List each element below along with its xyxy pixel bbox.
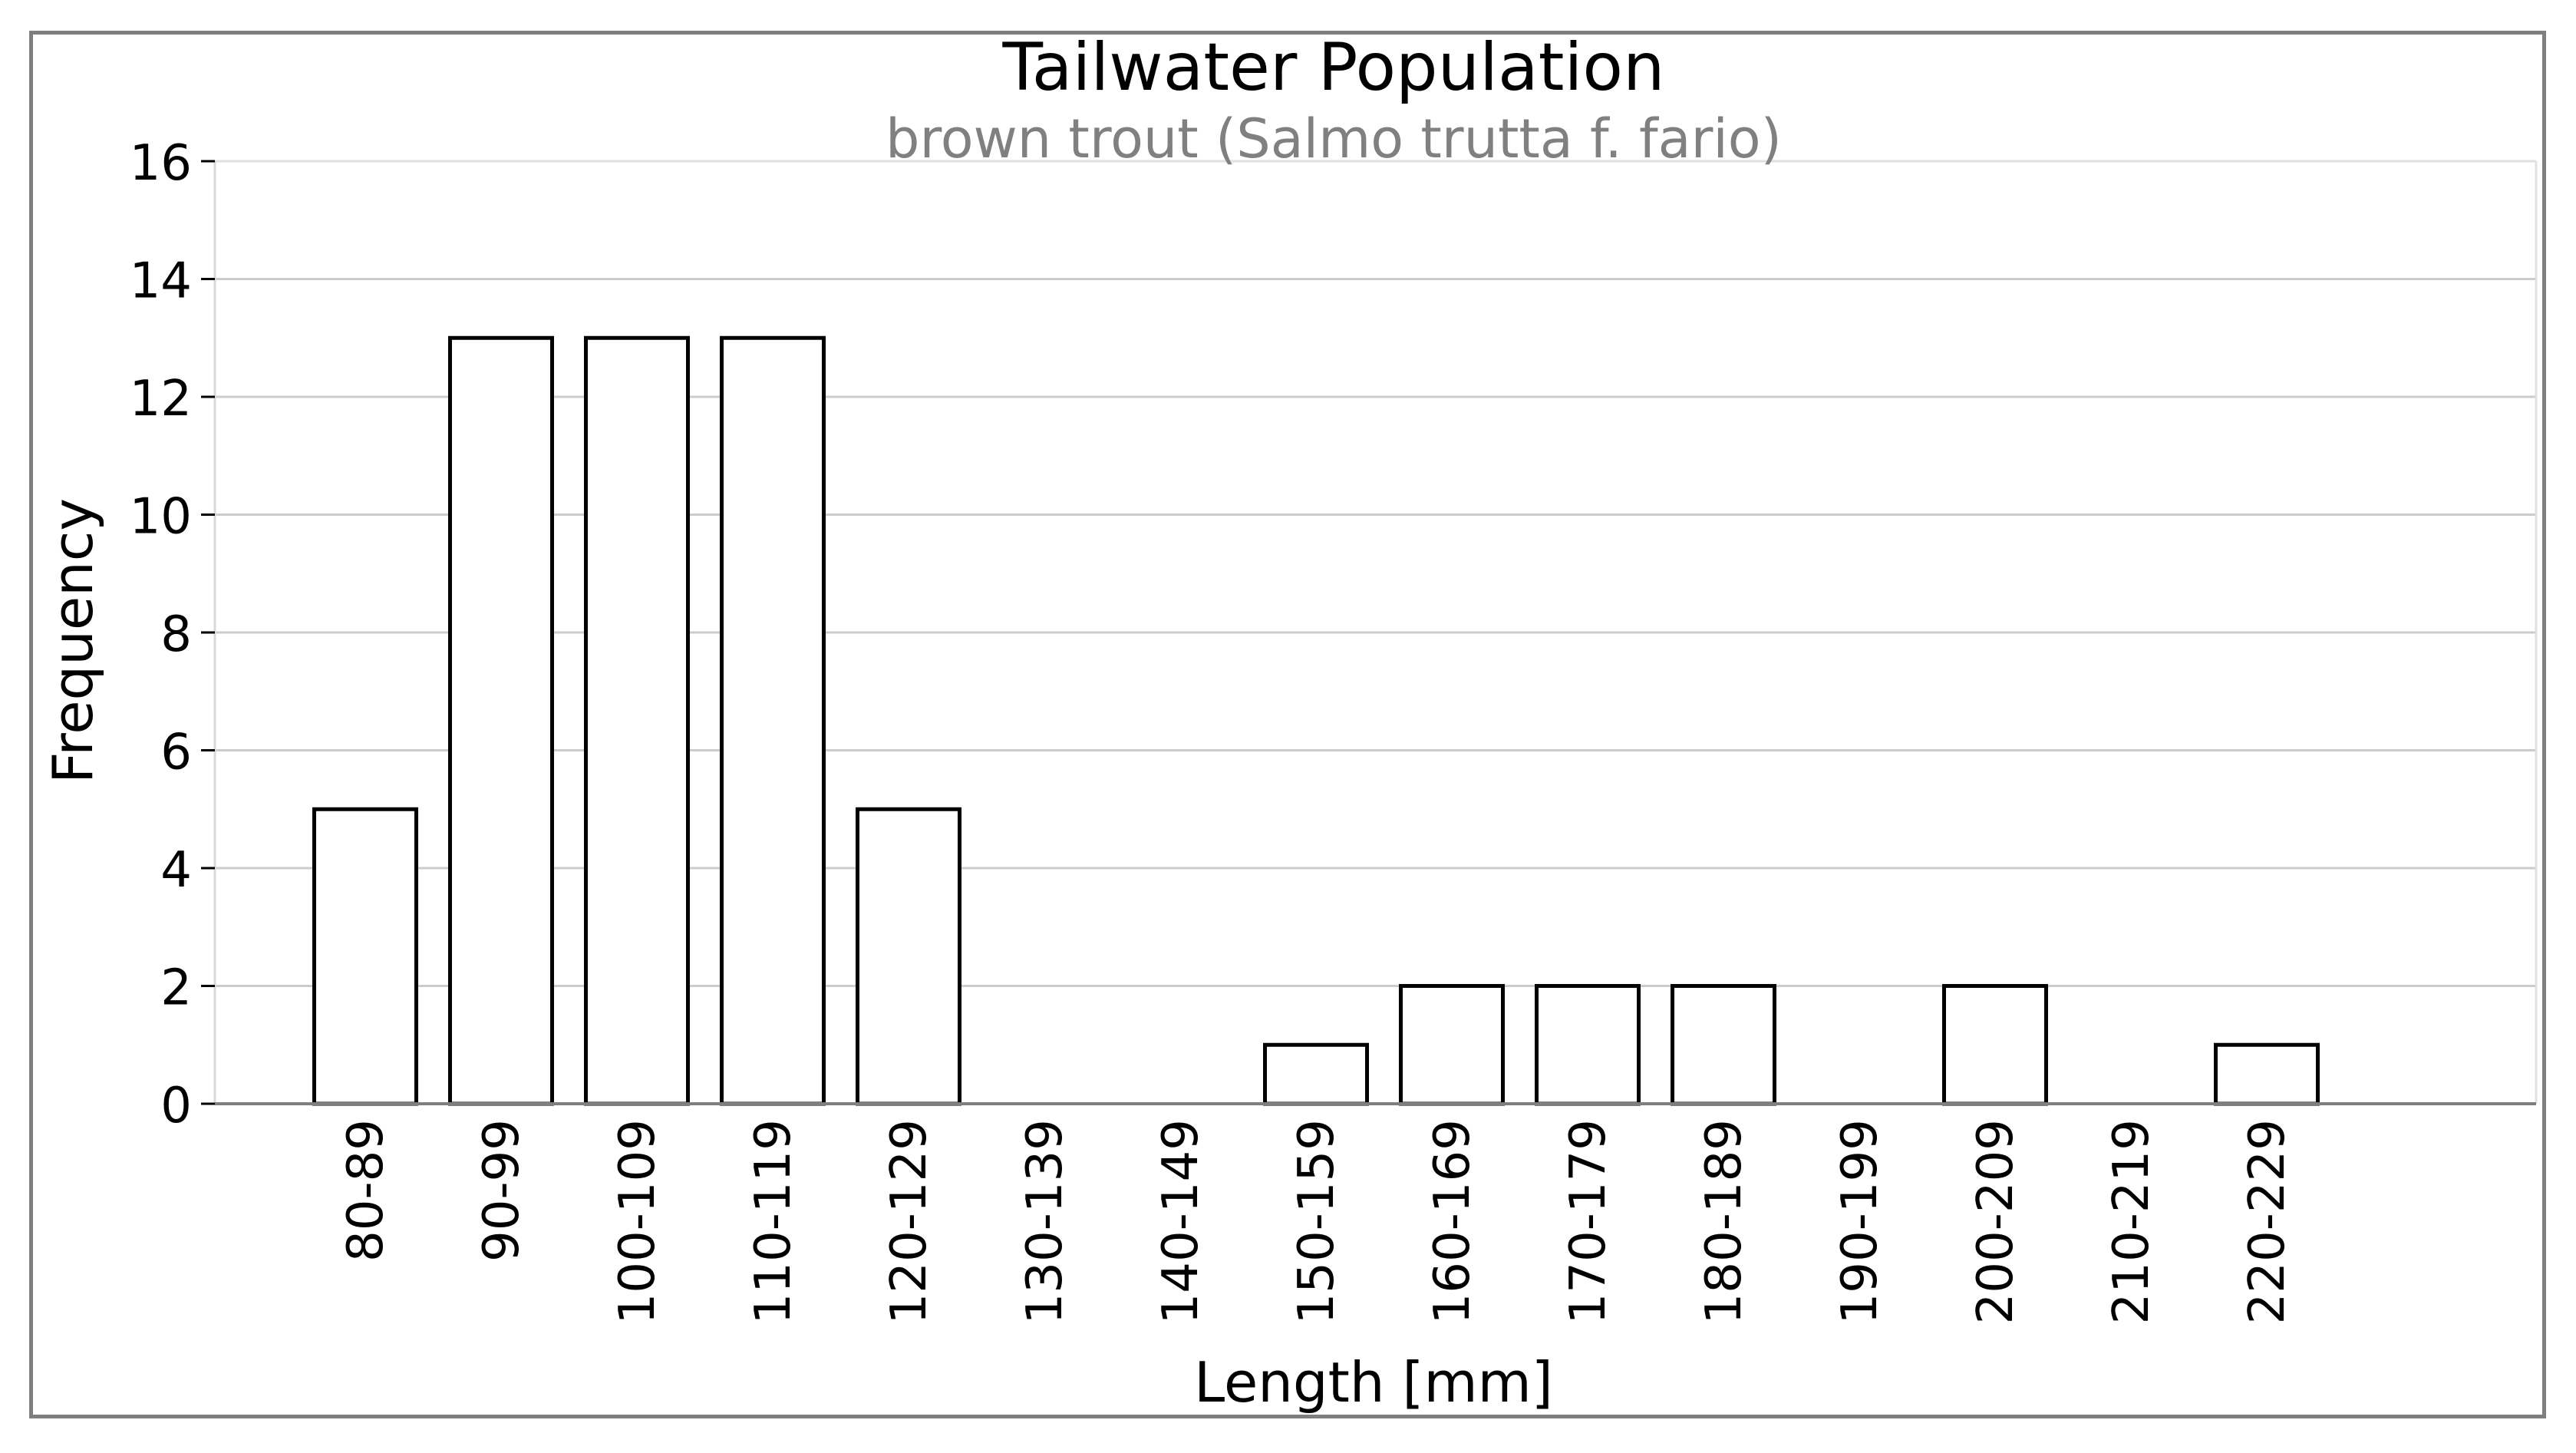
x-tick-label-180-189: 180-189 <box>1696 1119 1753 1324</box>
x-tick-label-200-209: 200-209 <box>1967 1119 2024 1324</box>
bar-90-99 <box>448 335 554 1106</box>
x-tick-labels: 80-89 90-99 100-109 110-119 120-129 130-139 14… <box>338 1119 2296 1324</box>
y-tick-label-10: 10 <box>130 489 192 546</box>
x-tick-label-170-179: 170-179 <box>1560 1119 1617 1324</box>
bar-150-159 <box>1263 1042 1369 1106</box>
y-tick-label-14: 14 <box>130 253 192 310</box>
bars <box>215 335 2536 1106</box>
grid-lines <box>215 160 2536 987</box>
y-tick-label-4: 4 <box>160 842 192 899</box>
x-tick-label-220-229: 220-229 <box>2239 1119 2296 1324</box>
y-tick-label-0: 0 <box>160 1078 192 1134</box>
bar-220-229 <box>2214 1042 2320 1106</box>
x-tick-label-90-99: 90-99 <box>473 1119 530 1262</box>
y-tick-label-2: 2 <box>160 960 192 1017</box>
x-tick-label-80-89: 80-89 <box>338 1119 394 1262</box>
x-axis-label: Length [mm] <box>1194 1350 1553 1415</box>
x-tick-label-110-119: 110-119 <box>745 1119 802 1324</box>
bar-80-89 <box>312 807 418 1106</box>
x-tick-label-140-149: 140-149 <box>1153 1119 1209 1324</box>
y-tick-label-8: 8 <box>160 606 192 663</box>
bar-160-169 <box>1399 984 1505 1106</box>
y-axis-label: Frequency <box>41 498 105 784</box>
y-tick-label-6: 6 <box>160 725 192 781</box>
y-tick-labels: 0 2 4 6 8 10 12 14 16 <box>130 135 215 1134</box>
y-tick-label-12: 12 <box>130 371 192 428</box>
x-tick-label-120-129: 120-129 <box>881 1119 938 1324</box>
x-tick-label-150-159: 150-159 <box>1288 1119 1345 1324</box>
chart-subtitle: brown trout (Salmo trutta f. fario) <box>886 107 1782 170</box>
y-tick-label-16: 16 <box>130 135 192 192</box>
bar-200-209 <box>1942 984 2048 1106</box>
x-tick-label-190-199: 190-199 <box>1832 1119 1888 1324</box>
bar-110-119 <box>720 335 826 1106</box>
x-tick-label-210-219: 210-219 <box>2103 1119 2160 1324</box>
chart-title: Tailwater Population <box>1002 29 1665 106</box>
bar-180-189 <box>1671 984 1776 1106</box>
bar-120-129 <box>856 807 961 1106</box>
x-tick-label-130-139: 130-139 <box>1017 1119 1074 1324</box>
x-tick-label-160-169: 160-169 <box>1424 1119 1481 1324</box>
bar-170-179 <box>1535 984 1641 1106</box>
bar-100-109 <box>584 335 690 1106</box>
x-tick-label-100-109: 100-109 <box>609 1119 666 1324</box>
